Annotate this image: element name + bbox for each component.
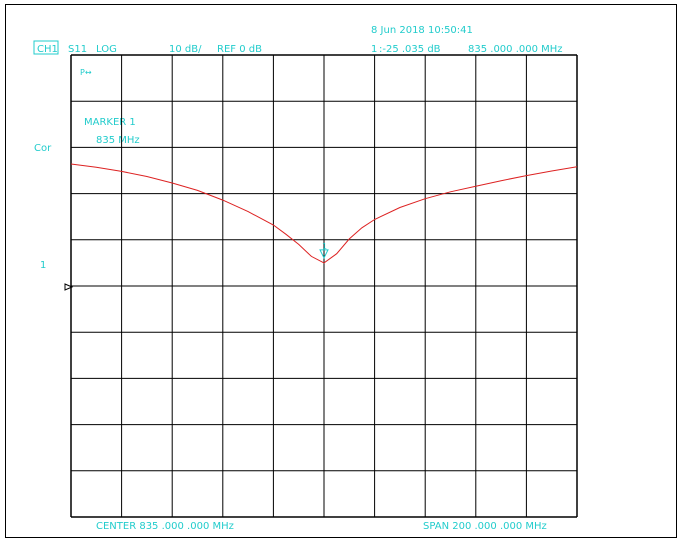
trace-line [70, 163, 578, 264]
format-label: LOG [96, 44, 117, 55]
scale-label: 10 dB/ [169, 44, 202, 55]
reference-marker-number: 1 [40, 260, 46, 271]
analyzer-screen: 8 Jun 2018 10:50:41 CH1 S11 LOG 10 dB/ R… [5, 4, 677, 538]
pr-tag: P↔ [80, 68, 92, 77]
marker-readout-frequency: 835 .000 .000 MHz [468, 44, 563, 55]
channel-label: CH1 [37, 44, 58, 55]
analyzer-display: 8 Jun 2018 10:50:41 CH1 S11 LOG 10 dB/ R… [33, 25, 578, 532]
marker-title: MARKER 1 [84, 117, 136, 128]
marker-triangle-icon [319, 249, 329, 260]
reference-label: REF 0 dB [217, 44, 262, 55]
parameter-label: S11 [68, 44, 87, 55]
marker-readout-index: 1 [371, 44, 377, 55]
span-frequency: SPAN 200 .000 .000 MHz [423, 521, 547, 532]
marker-symbol-label: 1 [322, 242, 327, 251]
marker-readout-value: :-25 .035 dB [379, 44, 441, 55]
reference-position-arrow [64, 283, 74, 291]
plot-grid [70, 54, 578, 518]
marker-frequency: 835 MHz [96, 135, 140, 146]
correction-label: Cor [34, 143, 52, 154]
channel-box [33, 40, 59, 55]
center-frequency: CENTER 835 .000 .000 MHz [96, 521, 234, 532]
timestamp: 8 Jun 2018 10:50:41 [371, 25, 473, 36]
marker-symbol: 1 [319, 242, 329, 260]
